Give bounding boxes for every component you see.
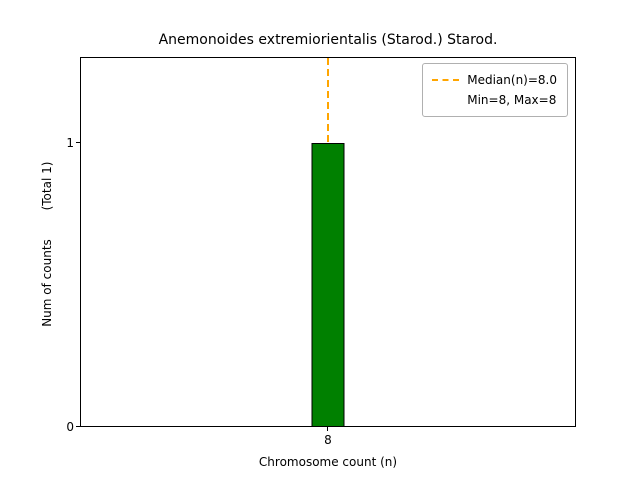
legend-label-median: Median(n)=8.0 (467, 73, 557, 87)
plot-area: Median(n)=8.0 Min=8, Max=8 (80, 57, 576, 427)
x-tick-label-8: 8 (324, 433, 332, 447)
legend: Median(n)=8.0 Min=8, Max=8 (422, 63, 568, 117)
y-axis-total-label: (Total 1) (40, 161, 54, 211)
x-tick-mark-8 (327, 427, 328, 431)
y-axis-label: Num of counts (40, 239, 54, 327)
x-axis-label: Chromosome count (n) (258, 455, 398, 469)
y-tick-label-0: 0 (66, 420, 74, 434)
dashed-line-swatch-icon (432, 79, 460, 81)
legend-label-minmax: Min=8, Max=8 (467, 93, 557, 107)
y-tick-label-1: 1 (66, 136, 74, 150)
legend-entry-minmax: Min=8, Max=8 (432, 90, 557, 110)
legend-entry-median: Median(n)=8.0 (432, 70, 557, 90)
y-tick-mark-1 (76, 142, 80, 143)
chart-title: Anemonoides extremiorientalis (Starod.) … (158, 32, 498, 48)
y-tick-mark-0 (76, 426, 80, 427)
bar (311, 142, 345, 426)
